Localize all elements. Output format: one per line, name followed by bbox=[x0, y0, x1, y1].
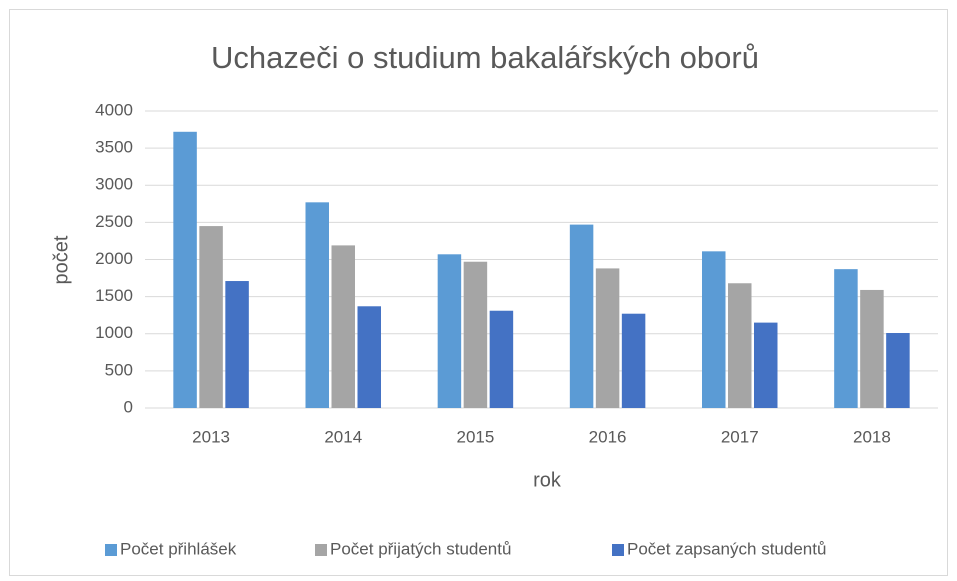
bar bbox=[173, 131, 197, 409]
x-tick-label: 2017 bbox=[721, 427, 759, 446]
bar bbox=[834, 269, 858, 408]
bar bbox=[489, 310, 514, 408]
y-tick-label: 0 bbox=[124, 397, 133, 416]
bar bbox=[437, 254, 462, 408]
y-tick-label: 500 bbox=[105, 360, 133, 379]
legend-item: Počet zapsaných studentů bbox=[612, 539, 826, 558]
bar bbox=[199, 226, 223, 408]
bar bbox=[886, 333, 910, 408]
bar bbox=[463, 261, 488, 408]
bar bbox=[225, 281, 249, 408]
legend-swatch bbox=[612, 544, 624, 556]
x-tick-label: 2016 bbox=[589, 427, 627, 446]
bar bbox=[357, 306, 381, 408]
y-tick-label: 3500 bbox=[95, 138, 133, 157]
legend-item: Počet přihlášek bbox=[105, 539, 237, 558]
bar bbox=[860, 289, 884, 408]
legend-item: Počet přijatých studentů bbox=[315, 539, 511, 558]
y-tick-label: 4000 bbox=[95, 100, 133, 119]
y-tick-label: 2000 bbox=[95, 249, 133, 268]
bar bbox=[728, 283, 752, 408]
legend-label: Počet přijatých studentů bbox=[330, 539, 511, 558]
x-tick-label: 2014 bbox=[324, 427, 362, 446]
y-axis-label: počet bbox=[50, 235, 72, 284]
x-axis-label: rok bbox=[533, 469, 562, 491]
legend-swatch bbox=[315, 544, 327, 556]
bar bbox=[569, 224, 594, 408]
bar bbox=[595, 268, 620, 408]
y-tick-label: 3000 bbox=[95, 175, 133, 194]
legend-swatch bbox=[105, 544, 117, 556]
bar bbox=[754, 322, 778, 408]
legend-label: Počet zapsaných studentů bbox=[627, 539, 826, 558]
x-tick-label: 2018 bbox=[853, 427, 891, 446]
y-tick-label: 1500 bbox=[95, 286, 133, 305]
bar bbox=[702, 251, 726, 408]
bar bbox=[305, 202, 329, 408]
y-tick-label: 2500 bbox=[95, 212, 133, 231]
legend-label: Počet přihlášek bbox=[120, 539, 237, 558]
chart-title: Uchazeči o studium bakalářských oborů bbox=[211, 40, 759, 75]
bar bbox=[331, 245, 355, 408]
y-tick-label: 1000 bbox=[95, 323, 133, 342]
bar bbox=[621, 313, 646, 408]
x-tick-label: 2015 bbox=[457, 427, 495, 446]
x-tick-label: 2013 bbox=[192, 427, 230, 446]
